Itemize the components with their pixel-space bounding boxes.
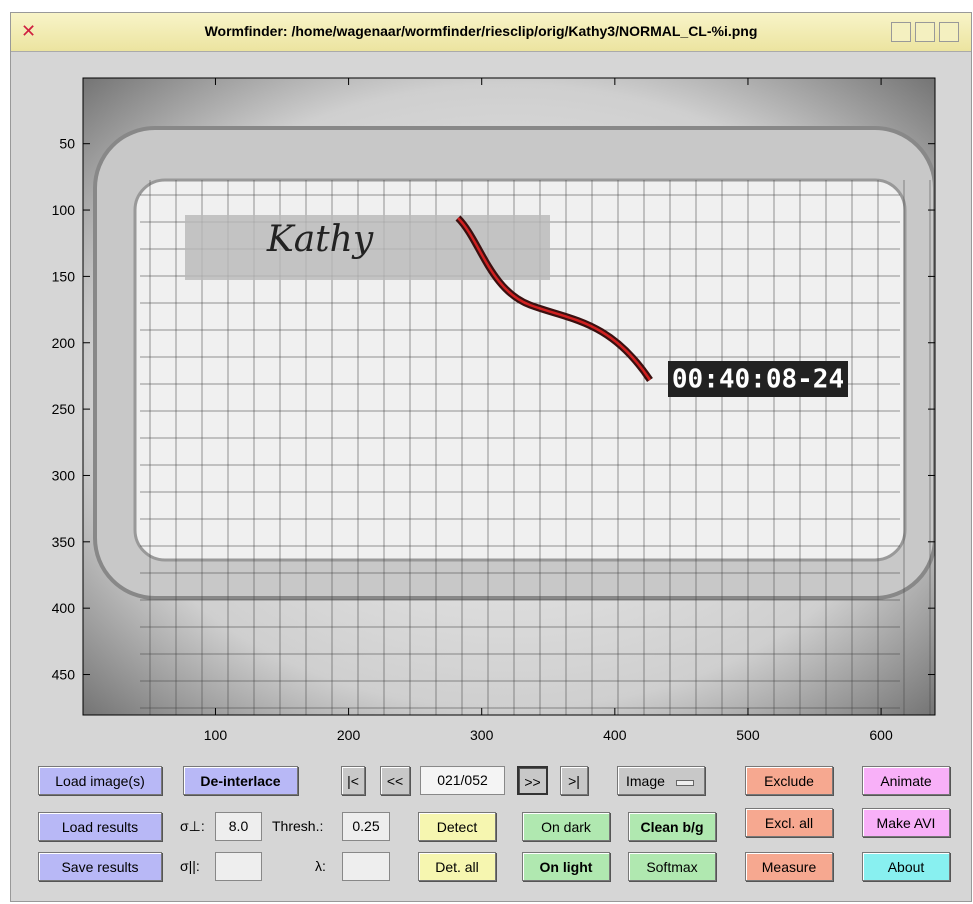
y-tick-label: 300 <box>52 467 76 483</box>
y-tick-label: 100 <box>52 202 76 218</box>
thresh-label: Thresh.: <box>272 818 324 834</box>
sigma-par-label: σ||: <box>180 858 200 874</box>
y-tick-label: 450 <box>52 667 76 683</box>
prev-frame-button[interactable]: << <box>380 766 410 795</box>
handwriting: Kathy <box>266 219 374 260</box>
axes-frame <box>82 77 936 716</box>
sigma-perp-label: σ⊥: <box>180 818 205 834</box>
y-tick-label: 50 <box>59 136 75 152</box>
x-tick-label: 600 <box>869 727 893 743</box>
exclude-button[interactable]: Exclude <box>745 766 833 795</box>
clean-bg-button[interactable]: Clean b/g <box>628 812 716 841</box>
last-frame-button[interactable]: >| <box>560 766 588 795</box>
measure-button[interactable]: Measure <box>745 852 833 881</box>
softmax-button[interactable]: Softmax <box>628 852 716 881</box>
about-button[interactable]: About <box>862 852 950 881</box>
popup-indicator <box>676 780 694 786</box>
photo <box>83 78 935 715</box>
x-tick-label: 300 <box>470 727 494 743</box>
close-icon[interactable]: ✕ <box>21 21 37 42</box>
on-dark-button[interactable]: On dark <box>522 812 610 841</box>
y-tick-label: 400 <box>52 600 76 616</box>
animate-button[interactable]: Animate <box>862 766 950 795</box>
frame-field[interactable]: 021/052 <box>420 766 505 795</box>
window-title: Wormfinder: /home/wagenaar/wormfinder/ri… <box>204 23 758 39</box>
first-frame-button[interactable]: |< <box>341 766 365 795</box>
view-popup-label: Image <box>626 773 665 789</box>
title-bar: ✕ Wormfinder: /home/wagenaar/wormfinder/… <box>11 13 971 52</box>
sigma-par-field[interactable] <box>215 852 262 881</box>
det-all-button[interactable]: Det. all <box>418 852 496 881</box>
sigma-perp-field[interactable]: 8.0 <box>215 812 262 841</box>
close-button[interactable] <box>939 22 959 42</box>
make-avi-button[interactable]: Make AVI <box>862 808 950 837</box>
worm-centerline <box>457 217 652 381</box>
y-tick-label: 350 <box>52 534 76 550</box>
y-tick-label: 250 <box>52 401 76 417</box>
detect-button[interactable]: Detect <box>418 812 496 841</box>
image-axes: Kathy 00:40:08-24 100 200 300 400 500 600 50 10… <box>52 77 936 743</box>
save-results-button[interactable]: Save results <box>38 852 162 881</box>
x-tick-label: 500 <box>736 727 760 743</box>
next-frame-button[interactable]: >> <box>517 766 548 795</box>
load-results-button[interactable]: Load results <box>38 812 162 841</box>
thresh-field[interactable]: 0.25 <box>342 812 390 841</box>
lambda-field[interactable] <box>342 852 390 881</box>
excl-all-button[interactable]: Excl. all <box>745 808 833 837</box>
timestamp: 00:40:08-24 <box>672 365 844 395</box>
maximize-button[interactable] <box>915 22 935 42</box>
y-tick-label: 200 <box>52 335 76 351</box>
x-tick-label: 200 <box>337 727 361 743</box>
on-light-button[interactable]: On light <box>522 852 610 881</box>
load-images-button[interactable]: Load image(s) <box>38 766 162 795</box>
y-tick-label: 150 <box>52 268 76 284</box>
deinterlace-button[interactable]: De-interlace <box>183 766 298 795</box>
minimize-button[interactable] <box>891 22 911 42</box>
view-popup[interactable]: Image <box>617 766 705 795</box>
x-tick-label: 100 <box>204 727 228 743</box>
timestamp-box <box>668 361 848 397</box>
lambda-label: λ: <box>315 858 326 874</box>
x-tick-label: 400 <box>603 727 627 743</box>
